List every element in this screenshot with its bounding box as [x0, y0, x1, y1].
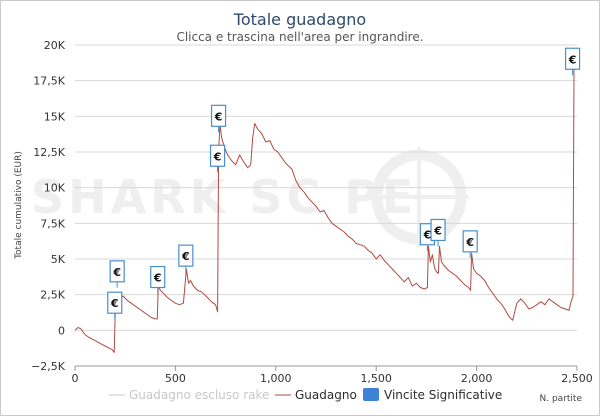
legend-item-guadagno[interactable]: Guadagno — [275, 388, 357, 402]
y-tick-label: 17,5K — [33, 75, 65, 88]
x-axis: 0 500 1,000 1,500 2,000 2,500 — [72, 365, 593, 385]
euro-icon: € — [213, 150, 222, 163]
x-tick-label: 0 — [72, 372, 79, 385]
euro-icon: € — [112, 266, 121, 279]
significant-win-marker[interactable]: € — [109, 260, 125, 288]
marker-flag — [430, 218, 446, 242]
marker-flag — [462, 230, 478, 253]
chart-subtitle: Clicca e trascina nell'area per ingrandi… — [176, 30, 423, 44]
y-axis: 20K 17,5K 15K 12,5K 10K 7,5K 5K 2,5K 0 −2,5K — [31, 39, 66, 373]
series-line-guadagno — [74, 56, 576, 353]
y-tick-label: 2,5K — [40, 289, 65, 302]
marker-flag — [178, 244, 194, 267]
significant-win-marker[interactable]: € — [430, 218, 446, 247]
y-axis-label: Totale cumulativo (EUR) — [14, 151, 24, 260]
legend[interactable]: Guadagno escluso rake Guadagno Vincite S… — [109, 388, 502, 402]
significant-win-marker[interactable]: € — [209, 144, 226, 173]
y-tick-label: 7,5K — [40, 217, 65, 230]
marker-flag — [107, 291, 123, 314]
legend-excluded-label: Guadagno escluso rake — [129, 388, 269, 402]
x-tick-label: 2,000 — [461, 372, 493, 385]
legend-item-vincite[interactable]: Vincite Significative — [363, 388, 502, 402]
legend-vincite-swatch — [363, 388, 379, 401]
y-tick-label: 12,5K — [33, 146, 65, 159]
significant-win-marker[interactable]: € — [462, 230, 478, 258]
x-tick-label: 1,000 — [260, 372, 292, 385]
euro-icon: € — [465, 236, 474, 249]
marker-flag — [209, 144, 226, 167]
y-tick-label: 10K — [44, 182, 66, 195]
series-guadagno — [74, 56, 576, 353]
euro-icon: € — [433, 224, 442, 237]
euro-icon: € — [214, 110, 223, 123]
marker-flag — [150, 265, 166, 289]
legend-guadagno-label: Guadagno — [295, 388, 357, 402]
marker-flag — [109, 260, 125, 283]
euro-icon: € — [153, 272, 162, 285]
euro-icon: € — [423, 229, 432, 242]
y-tick-label: 5K — [51, 253, 66, 266]
significant-win-marker[interactable]: € — [210, 104, 227, 133]
watermark-text: SHARK SC PE — [31, 170, 417, 224]
watermark: SHARK SC PE — [31, 147, 469, 247]
y-tick-label: 0 — [58, 324, 65, 337]
significant-win-marker[interactable]: € — [178, 244, 194, 273]
x-tick-label: 500 — [165, 372, 186, 385]
y-tick-label: 20K — [44, 39, 66, 52]
y-tick-label: −2,5K — [31, 360, 66, 373]
significant-win-marker[interactable]: € — [107, 291, 123, 320]
x-axis-label: N. partite — [540, 394, 583, 404]
significant-wins[interactable]: €€ €€€€€ €€€ — [107, 47, 581, 320]
significant-win-marker[interactable]: € — [564, 47, 581, 76]
chart-title: Totale guadagno — [233, 10, 366, 29]
euro-icon: € — [181, 250, 190, 263]
x-tick-label: 2,500 — [561, 372, 593, 385]
y-tick-label: 15K — [44, 110, 66, 123]
marker-flag — [210, 104, 227, 127]
euro-icon: € — [110, 297, 119, 310]
x-tick-label: 1,500 — [360, 372, 392, 385]
significant-win-marker[interactable]: € — [150, 265, 166, 294]
marker-flag — [564, 47, 581, 70]
legend-item-excluded[interactable]: Guadagno escluso rake — [109, 388, 269, 402]
legend-vincite-label: Vincite Significative — [384, 388, 502, 402]
euro-icon: € — [568, 53, 577, 66]
